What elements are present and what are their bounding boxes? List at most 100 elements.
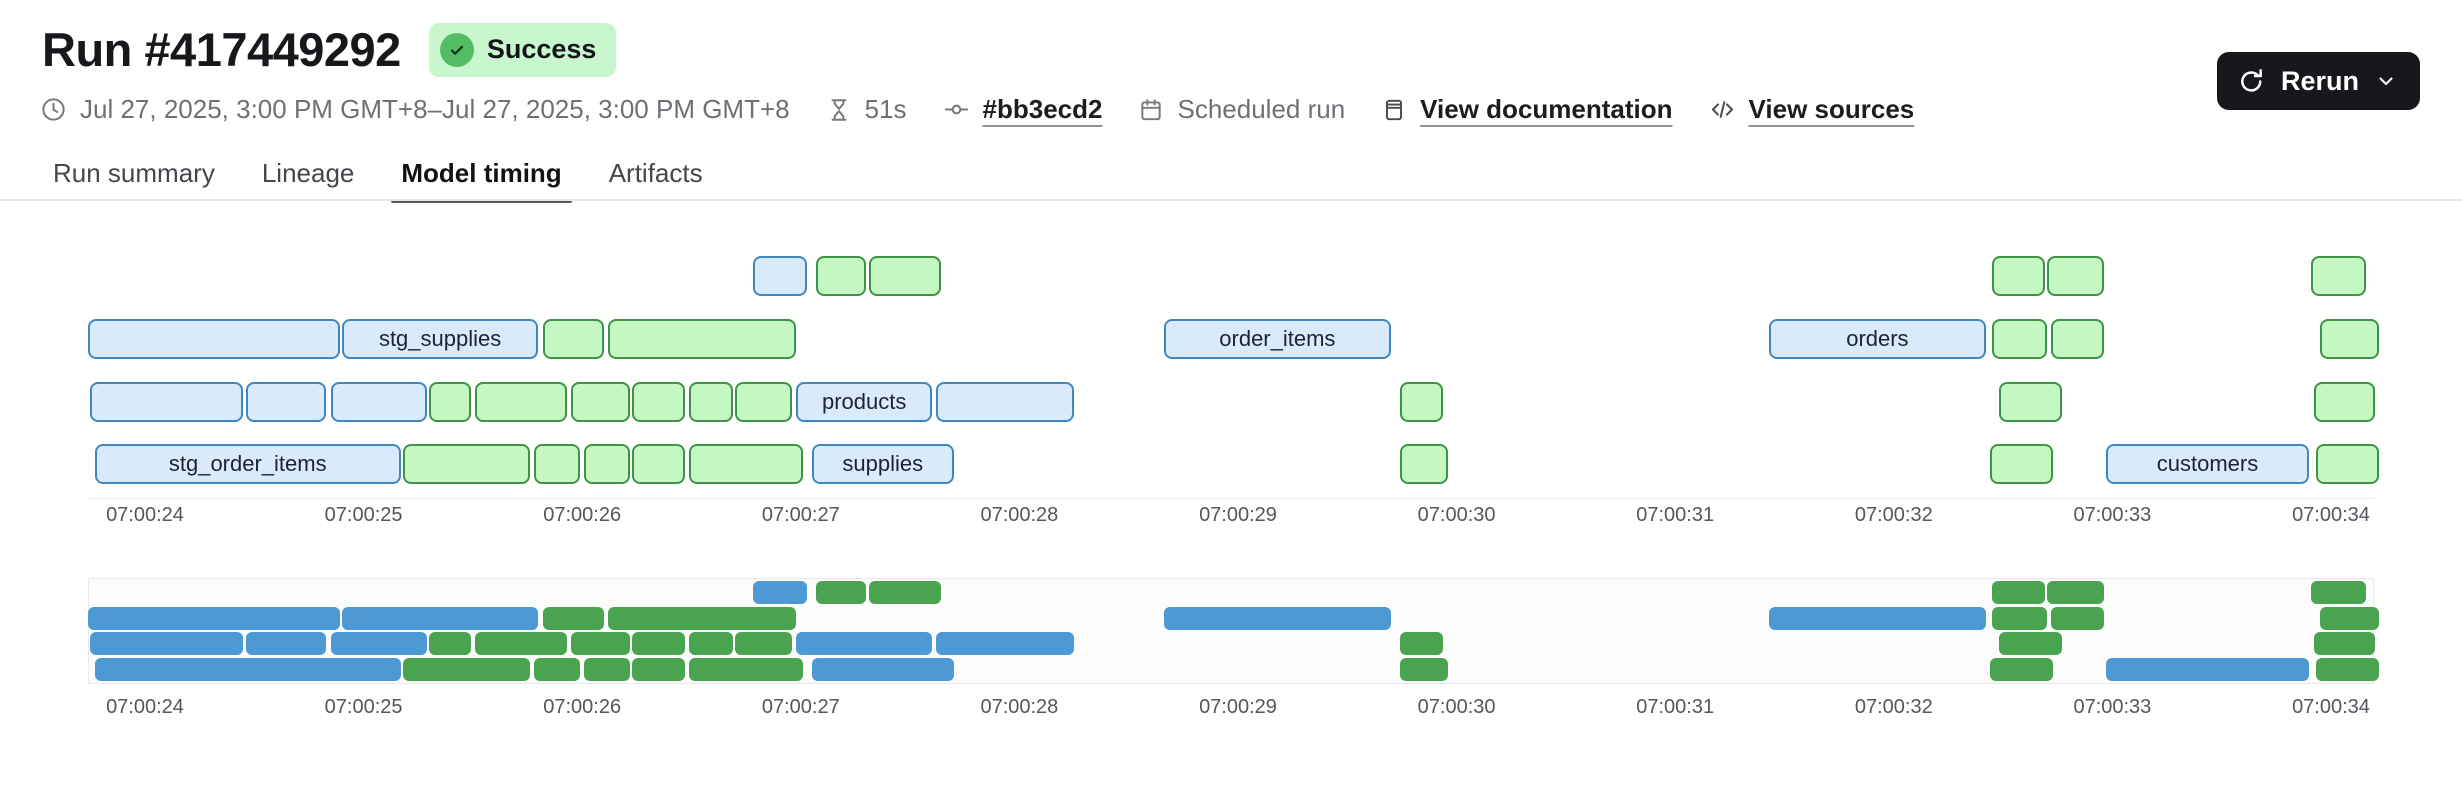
timing-bar[interactable] xyxy=(245,382,327,422)
overview-bar[interactable] xyxy=(534,657,580,681)
timing-bar[interactable] xyxy=(2313,382,2375,422)
timing-bar[interactable] xyxy=(752,256,808,296)
overview-bar[interactable] xyxy=(2051,606,2104,630)
overview-bar[interactable] xyxy=(1989,657,2054,681)
timing-bar[interactable] xyxy=(689,382,734,422)
time-tick-label: 07:00:26 xyxy=(543,696,622,718)
tab-artifacts[interactable]: Artifacts xyxy=(608,158,703,188)
timing-bar[interactable] xyxy=(2051,319,2104,359)
timing-bar[interactable] xyxy=(1992,319,2047,359)
timing-bar[interactable] xyxy=(330,382,427,422)
timing-bar[interactable]: supplies xyxy=(811,444,954,484)
overview-bar[interactable] xyxy=(2315,657,2380,681)
timing-bar[interactable] xyxy=(632,382,685,422)
timing-bar[interactable] xyxy=(90,382,244,422)
overview-bar[interactable] xyxy=(1769,606,1986,630)
overview-bar[interactable] xyxy=(2046,581,2104,604)
timing-bar[interactable] xyxy=(402,444,530,484)
time-tick-label: 07:00:29 xyxy=(1199,696,1277,718)
overview-bar[interactable] xyxy=(632,657,685,681)
timing-bar-label: supplies xyxy=(842,451,924,476)
timing-bar[interactable]: products xyxy=(796,382,932,422)
overview-bar[interactable] xyxy=(341,606,539,630)
overview-bar[interactable] xyxy=(90,632,244,655)
timing-bar[interactable] xyxy=(88,319,340,359)
timing-bar[interactable] xyxy=(475,382,567,422)
overview-bar[interactable] xyxy=(796,632,932,655)
overview-bar[interactable] xyxy=(689,632,734,655)
timing-bar[interactable] xyxy=(1399,444,1448,484)
overview-bar[interactable] xyxy=(245,632,327,655)
overview-bar[interactable] xyxy=(2311,581,2366,604)
clock-icon xyxy=(42,98,65,121)
overview-bar[interactable] xyxy=(402,657,530,681)
timing-bar[interactable] xyxy=(735,382,793,422)
overview-bar[interactable] xyxy=(88,606,340,630)
overview-bar[interactable] xyxy=(1399,657,1448,681)
tab-bar: Run summary Lineage Model timing Artifac… xyxy=(53,158,703,203)
time-tick-label: 07:00:34 xyxy=(2292,696,2370,718)
timing-bar[interactable] xyxy=(1992,256,2045,296)
timing-bar[interactable]: stg_order_items xyxy=(94,444,401,484)
overview-bar[interactable] xyxy=(542,606,605,630)
timing-bar[interactable] xyxy=(2320,319,2380,359)
time-tick-label: 07:00:26 xyxy=(543,504,622,526)
time-tick-label: 07:00:34 xyxy=(2292,504,2370,526)
view-sources-link[interactable]: View sources xyxy=(1748,94,1915,124)
overview-bar[interactable] xyxy=(816,581,867,604)
hourglass-icon xyxy=(831,98,847,121)
timing-bar[interactable]: customers xyxy=(2105,444,2310,484)
rerun-button[interactable]: Rerun xyxy=(2216,52,2420,110)
timing-bar[interactable] xyxy=(584,444,631,484)
overview-bar[interactable] xyxy=(1163,606,1392,630)
overview-bar[interactable] xyxy=(475,632,567,655)
overview-bar[interactable] xyxy=(330,632,427,655)
timing-bar[interactable] xyxy=(1998,382,2063,422)
overview-bar[interactable] xyxy=(2320,606,2380,630)
timing-bar[interactable] xyxy=(429,382,471,422)
timing-bar[interactable] xyxy=(2311,256,2366,296)
overview-bar[interactable] xyxy=(868,581,941,604)
overview-bar[interactable] xyxy=(735,632,793,655)
timing-bar[interactable] xyxy=(1399,382,1444,422)
timing-bar[interactable] xyxy=(2315,444,2380,484)
overview-bar[interactable] xyxy=(2313,632,2375,655)
timing-bar[interactable] xyxy=(571,382,631,422)
timing-bar[interactable] xyxy=(1989,444,2054,484)
timing-bar[interactable] xyxy=(689,444,803,484)
overview-bar[interactable] xyxy=(429,632,471,655)
timing-bar[interactable] xyxy=(608,319,797,359)
timing-bar[interactable]: orders xyxy=(1769,319,1986,359)
timing-bar[interactable] xyxy=(632,444,685,484)
overview-bar[interactable] xyxy=(689,657,803,681)
overview-bar[interactable] xyxy=(608,606,797,630)
overview-bar[interactable] xyxy=(2105,657,2310,681)
timing-bar[interactable]: order_items xyxy=(1163,319,1392,359)
run-duration-text: 51s xyxy=(864,94,907,124)
overview-bar[interactable] xyxy=(584,657,631,681)
overview-bar[interactable] xyxy=(752,581,808,604)
overview-bar[interactable] xyxy=(94,657,401,681)
view-documentation-link[interactable]: View documentation xyxy=(1420,94,1673,124)
timing-bar[interactable] xyxy=(534,444,580,484)
tab-run-summary[interactable]: Run summary xyxy=(53,158,215,188)
status-badge-label: Success xyxy=(486,34,597,64)
overview-bar[interactable] xyxy=(1992,581,2045,604)
timing-bar[interactable] xyxy=(868,256,941,296)
overview-bar[interactable] xyxy=(811,657,954,681)
timing-bar[interactable]: stg_supplies xyxy=(341,319,539,359)
overview-bar[interactable] xyxy=(936,632,1075,655)
overview-bar[interactable] xyxy=(571,632,631,655)
tab-model-timing[interactable]: Model timing xyxy=(391,158,573,203)
overview-bar[interactable] xyxy=(1399,632,1444,655)
timing-bar[interactable] xyxy=(542,319,605,359)
timing-bar[interactable] xyxy=(816,256,867,296)
overview-bar[interactable] xyxy=(1992,606,2047,630)
commit-link[interactable]: #bb3ecd2 xyxy=(982,94,1103,124)
overview-bar[interactable] xyxy=(632,632,685,655)
overview-bar[interactable] xyxy=(1998,632,2063,655)
timing-bar[interactable] xyxy=(936,382,1075,422)
tab-lineage[interactable]: Lineage xyxy=(261,158,355,188)
timing-bar[interactable] xyxy=(2046,256,2104,296)
